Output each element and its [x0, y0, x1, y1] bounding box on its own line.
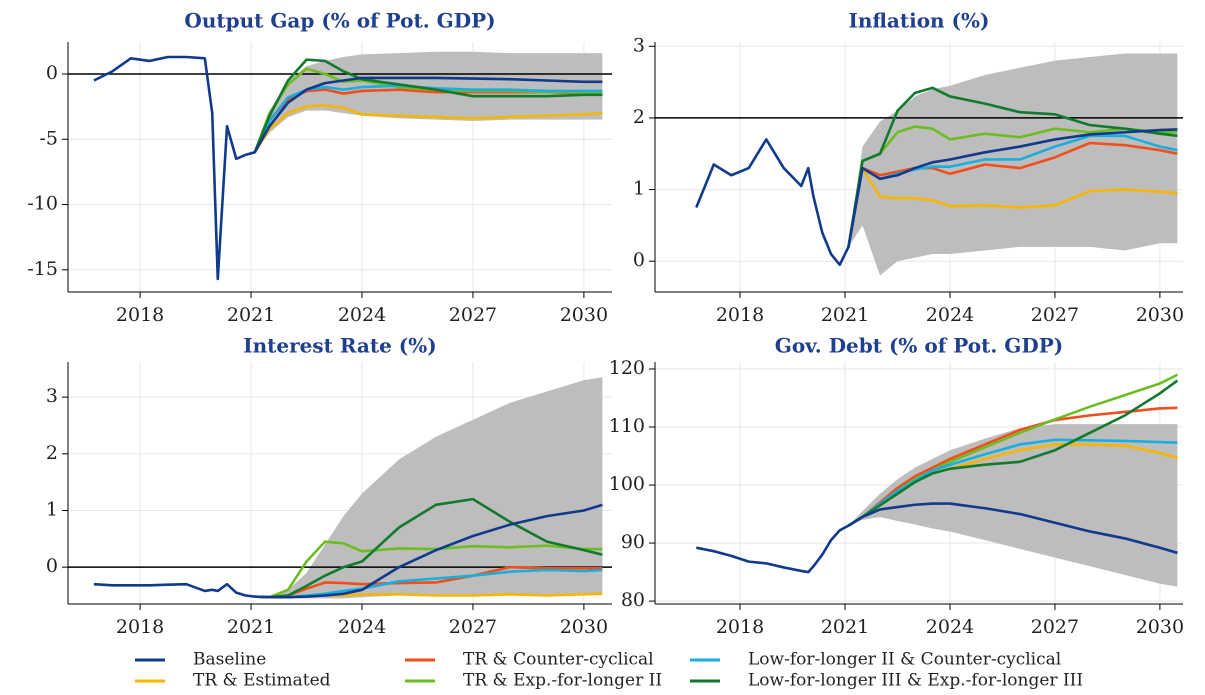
y-tick-label: 1: [46, 498, 58, 520]
series-line: [93, 503, 603, 599]
y-tick-label: 0: [46, 555, 58, 577]
confidence-band: [848, 424, 1178, 587]
y-tick-label: -10: [27, 193, 58, 215]
confidence-band: [848, 53, 1178, 276]
legend-label: Low-for-longer III & Exp.-for-longer III: [748, 671, 1083, 691]
chart-title: Interest Rate (%): [243, 334, 436, 358]
series-line: [847, 141, 1178, 248]
chart-title: Inflation (%): [848, 9, 989, 33]
x-tick-label: 2027: [1031, 616, 1079, 638]
x-tick-label: 2024: [926, 616, 974, 638]
series-line: [695, 128, 1178, 267]
y-tick-label: 90: [621, 531, 645, 553]
confidence-band: [254, 51, 603, 153]
series-line: [253, 104, 603, 154]
series-line: [253, 67, 603, 153]
series-line: [254, 540, 603, 599]
chart-title: Output Gap (% of Pot. GDP): [184, 9, 495, 33]
x-tick-label: 2024: [926, 304, 974, 326]
x-tick-label: 2024: [338, 304, 386, 326]
confidence-band: [254, 377, 603, 599]
y-tick-label: 3: [46, 385, 58, 407]
series-line: [847, 86, 1178, 248]
x-tick-label: 2030: [560, 616, 608, 638]
series-line: [847, 438, 1178, 527]
y-tick-label: 100: [609, 473, 645, 495]
x-tick-label: 2021: [821, 616, 869, 638]
x-tick-label: 2021: [227, 304, 275, 326]
x-tick-label: 2027: [449, 616, 497, 638]
y-tick-label: 120: [609, 357, 645, 379]
x-tick-label: 2018: [716, 304, 764, 326]
x-tick-label: 2018: [116, 616, 164, 638]
series-line: [253, 58, 603, 153]
x-tick-label: 2030: [560, 304, 608, 326]
y-tick-label: 110: [609, 415, 645, 437]
y-tick-label: 2: [46, 442, 58, 464]
legend-label: TR & Counter-cyclical: [463, 650, 654, 670]
x-tick-label: 2021: [821, 304, 869, 326]
x-tick-label: 2018: [116, 304, 164, 326]
x-tick-label: 2027: [1031, 304, 1079, 326]
x-tick-label: 2030: [1136, 304, 1184, 326]
series-line: [253, 84, 603, 153]
y-tick-label: -15: [27, 258, 58, 280]
y-tick-label: -5: [39, 127, 58, 149]
series-line: [847, 379, 1179, 527]
legend-label: Baseline: [193, 650, 266, 670]
y-tick-label: 0: [46, 62, 58, 84]
x-tick-label: 2027: [449, 304, 497, 326]
series-line: [254, 497, 603, 599]
series-line: [696, 502, 1178, 574]
y-tick-label: 3: [633, 34, 645, 56]
x-tick-label: 2030: [1136, 616, 1184, 638]
chart-title: Gov. Debt (% of Pot. GDP): [775, 334, 1063, 358]
y-tick-label: 1: [633, 178, 645, 200]
y-tick-label: 0: [633, 249, 645, 271]
x-tick-label: 2018: [716, 616, 764, 638]
y-tick-label: 80: [621, 589, 645, 611]
y-tick-label: 2: [633, 106, 645, 128]
series-line: [93, 55, 603, 281]
legend-label: TR & Estimated: [193, 671, 331, 691]
series-line: [847, 166, 1178, 248]
legend-label: Low-for-longer II & Counter-cyclical: [748, 650, 1061, 670]
x-tick-label: 2024: [338, 616, 386, 638]
x-tick-label: 2021: [227, 616, 275, 638]
legend-label: TR & Exp.-for-longer II: [463, 671, 662, 691]
